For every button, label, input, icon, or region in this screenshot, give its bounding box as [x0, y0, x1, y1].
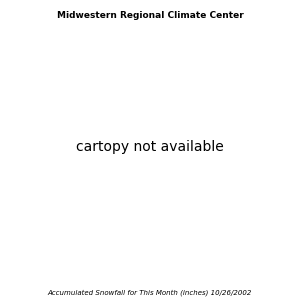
Text: Midwestern Regional Climate Center: Midwestern Regional Climate Center	[57, 11, 243, 20]
Text: Accumulated Snowfall for This Month (inches) 10/26/2002: Accumulated Snowfall for This Month (inc…	[48, 289, 252, 296]
Text: cartopy not available: cartopy not available	[76, 140, 224, 154]
